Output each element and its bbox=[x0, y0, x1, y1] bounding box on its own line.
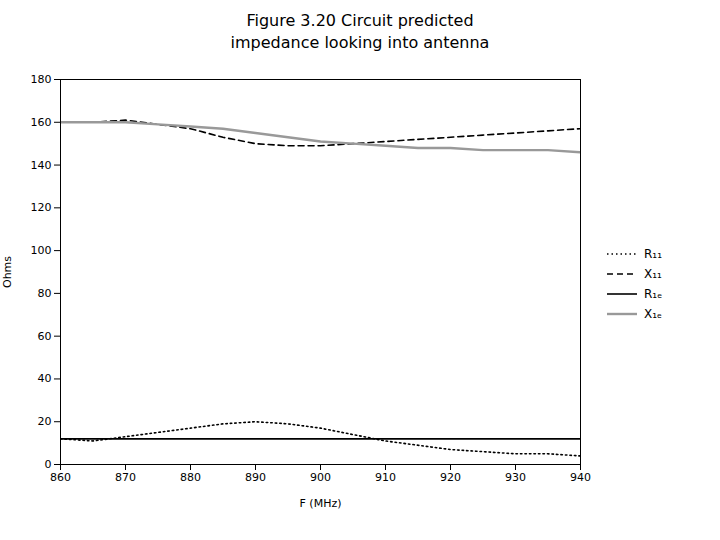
svg-text:160: 160 bbox=[31, 116, 52, 129]
svg-text:860: 860 bbox=[50, 471, 71, 484]
svg-text:80: 80 bbox=[38, 287, 52, 300]
svg-text:0: 0 bbox=[45, 458, 52, 471]
svg-text:180: 180 bbox=[31, 73, 52, 86]
svg-text:40: 40 bbox=[38, 373, 52, 386]
svg-text:920: 920 bbox=[440, 471, 461, 484]
svg-text:940: 940 bbox=[570, 471, 591, 484]
svg-text:100: 100 bbox=[31, 244, 52, 257]
svg-text:910: 910 bbox=[375, 471, 396, 484]
svg-text:870: 870 bbox=[115, 471, 136, 484]
html-text:Figure 3.20 Circuit predicted: Figure 3.20 Circuit predicted impedance … bbox=[230, 11, 490, 52]
svg-text:890: 890 bbox=[245, 471, 266, 484]
svg-text:930: 930 bbox=[505, 471, 526, 484]
svg-text:Ohms: Ohms bbox=[1, 256, 14, 288]
html-text:X₁ₑ: X₁ₑ bbox=[644, 307, 662, 322]
svg-text:60: 60 bbox=[38, 330, 52, 343]
svg-text:140: 140 bbox=[31, 159, 52, 172]
svg-text:20: 20 bbox=[38, 415, 52, 428]
html-text:X₁₁: X₁₁ bbox=[644, 267, 662, 282]
svg-text:F (MHz): F (MHz) bbox=[300, 497, 342, 510]
svg-text:120: 120 bbox=[31, 202, 52, 215]
svg-text:900: 900 bbox=[310, 471, 331, 484]
svg-text:880: 880 bbox=[180, 471, 201, 484]
html-text:R₁ₑ: R₁ₑ bbox=[644, 287, 663, 302]
html-text:R₁₁: R₁₁ bbox=[644, 247, 662, 262]
